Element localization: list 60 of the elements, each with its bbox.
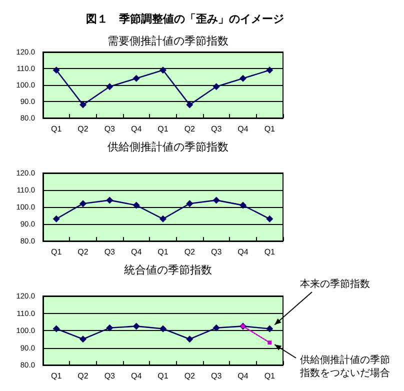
- point: [80, 101, 86, 108]
- point: [106, 83, 114, 90]
- x-tick-label: Q2: [184, 372, 196, 380]
- x-tick-label: Q2: [184, 124, 196, 134]
- x-tick-label: Q1: [158, 248, 169, 256]
- x-tick-label: Q4: [130, 124, 142, 134]
- point: [186, 336, 194, 343]
- x-tick-label: Q1: [264, 124, 276, 134]
- x-tick-label: Q4: [130, 372, 142, 380]
- x-tick-label: Q1: [264, 372, 276, 380]
- point: [132, 322, 140, 330]
- x-tick-label: Q3: [104, 372, 116, 380]
- point: [80, 200, 86, 208]
- x-tick-label: Q2: [78, 124, 89, 134]
- point: [266, 325, 274, 332]
- x-tick-label: Q1: [50, 124, 62, 134]
- x-tick-label: Q2: [184, 248, 196, 256]
- point: [266, 215, 274, 222]
- point: [52, 66, 60, 74]
- point: [212, 324, 220, 332]
- point: [160, 215, 166, 222]
- x-tick-label: Q4: [238, 124, 249, 134]
- point: [212, 83, 220, 90]
- x-tick-label: Q3: [210, 124, 222, 134]
- point: [240, 74, 246, 82]
- x-tick-label: Q3: [210, 372, 222, 380]
- x-tick-label: Q1: [158, 372, 169, 380]
- point: [132, 202, 140, 209]
- x-tick-label: Q2: [78, 248, 89, 256]
- x-tick-label: Q4: [238, 372, 249, 380]
- point: [160, 66, 166, 74]
- point: [80, 336, 86, 343]
- x-tick-label: Q4: [238, 248, 249, 256]
- text: 供給側推計値の季節指数をつないだ場合: [300, 354, 391, 380]
- chart-title: 統合値の季節指数: [124, 264, 212, 276]
- point: [186, 200, 194, 208]
- point: [52, 215, 60, 222]
- chart-subtitle: 需要側推計値の季節指数: [108, 34, 228, 48]
- x-tick-label: Q3: [104, 124, 116, 134]
- x-tick-label: Q2: [78, 372, 89, 380]
- point: [160, 325, 166, 332]
- x-tick-label: Q1: [50, 372, 62, 380]
- point: [52, 325, 60, 332]
- point: [268, 340, 272, 345]
- chart-title: 供給側推計値の季節指数: [108, 140, 228, 154]
- point: [106, 324, 114, 332]
- point: [240, 202, 246, 209]
- x-tick-label: Q1: [50, 248, 62, 256]
- point: [266, 66, 274, 74]
- chart-title: 図１ 季節調整値の「歪み」のイメージ: [86, 12, 284, 26]
- point: [186, 101, 194, 108]
- point: [106, 196, 114, 204]
- x-tick-label: Q1: [158, 124, 169, 134]
- point: [212, 196, 220, 204]
- point: [132, 74, 140, 82]
- x-tick-label: Q4: [130, 248, 142, 256]
- x-tick-label: Q3: [104, 248, 116, 256]
- x-tick-label: Q3: [210, 248, 222, 256]
- x-tick-label: Q1: [264, 248, 276, 256]
- text: 本来の季節指数: [300, 278, 371, 291]
